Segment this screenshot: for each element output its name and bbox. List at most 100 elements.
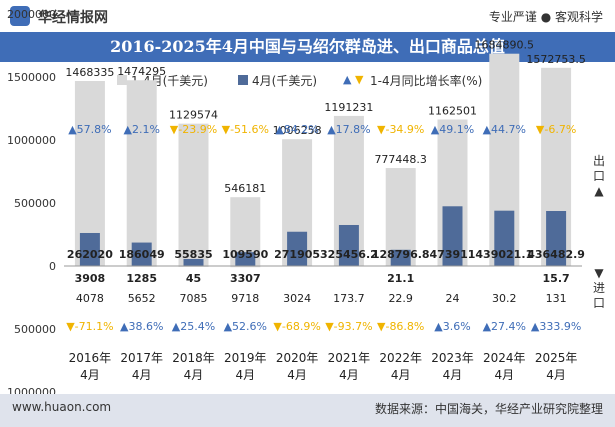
data-label-ytd-import: 30.2	[492, 292, 517, 305]
growth-label-import: ▲27.4%	[483, 320, 526, 333]
data-label-month-export: 473911	[430, 248, 476, 261]
growth-label-export: ▼-23.9%	[170, 123, 217, 136]
legend-label-month: 4月(千美元)	[252, 74, 317, 88]
bar-month-export	[494, 210, 515, 266]
data-label-month-export: 128796.8	[372, 248, 430, 261]
data-label-month-import: 45	[186, 272, 201, 285]
bar-ytd-export	[178, 123, 209, 266]
x-tick-label-year: 2020年	[276, 351, 319, 365]
data-label-ytd-import: 4078	[76, 292, 104, 305]
footer-bar	[0, 394, 615, 427]
x-tick-label-year: 2018年	[172, 351, 215, 365]
y-tick-label: 1000000	[7, 134, 56, 147]
data-label-ytd-import: 131	[546, 292, 567, 305]
bar-month-export	[287, 231, 308, 266]
data-label-month-import: 3908	[75, 272, 106, 285]
x-tick-label-month: 4月	[546, 368, 566, 382]
bar-ytd-export	[385, 168, 416, 266]
bar-ytd-export	[126, 80, 157, 266]
x-tick-label-year: 2016年	[69, 351, 112, 365]
footer-website: www.huaon.com	[12, 400, 112, 414]
bar-ytd-import	[230, 266, 261, 268]
legend-swatch-ytd	[117, 75, 127, 85]
growth-label-export: ▲49.1%	[431, 123, 474, 136]
data-label-month-import: 21.1	[387, 272, 414, 285]
data-label-ytd-export: 1572753.5	[526, 53, 586, 66]
x-tick-label-year: 2025年	[535, 351, 578, 365]
growth-label-import: ▲38.6%	[120, 320, 163, 333]
growth-label-export: ▲17.8%	[327, 123, 370, 136]
data-label-month-export: 439021.1	[475, 248, 533, 261]
logo-icon	[10, 6, 30, 26]
legend-label-growth: 1-4月同比增长率(%)	[370, 74, 483, 88]
data-label-month-import: 3307	[230, 272, 261, 285]
import-side-text: 进口	[592, 281, 605, 310]
y-tick-label: 0	[49, 260, 56, 273]
data-label-month-export: 55835	[174, 248, 212, 261]
bar-month-export	[390, 249, 411, 266]
chart-title: 2016-2025年4月中国与马绍尔群岛进、出口商品总值	[110, 37, 505, 56]
growth-label-import: ▲3.6%	[434, 320, 470, 333]
bar-month-export	[235, 252, 256, 266]
legend-up-triangle-icon: ▲	[343, 73, 352, 86]
x-tick-label-month: 4月	[339, 368, 359, 382]
data-label-month-export: 262020	[67, 248, 113, 261]
growth-label-export: ▼-6.7%	[536, 123, 576, 136]
legend: 1-4月(千美元) 4月(千美元) ▲ ▼ 1-4月同比增长率(%)	[0, 70, 615, 90]
growth-label-export: ▲44.7%	[483, 123, 526, 136]
footer-source: 数据来源：中国海关，华经产业研究院整理	[374, 402, 603, 416]
legend-swatch-month	[238, 75, 248, 85]
bar-month-export	[546, 211, 567, 266]
data-label-ytd-import: 7085	[180, 292, 208, 305]
data-label-ytd-import: 3024	[283, 292, 311, 305]
x-tick-label-year: 2021年	[328, 351, 371, 365]
export-side-label: 出口 ▲	[592, 154, 606, 199]
bar-month-export	[79, 232, 100, 266]
legend-down-triangle-icon: ▼	[355, 73, 364, 86]
x-tick-label-month: 4月	[443, 368, 463, 382]
data-label-month-export: 436482.9	[527, 248, 585, 261]
x-tick-label-month: 4月	[391, 368, 411, 382]
data-label-month-import: 15.7	[543, 272, 570, 285]
data-label-ytd-import: 22.9	[388, 292, 413, 305]
growth-label-export: ▲57.8%	[68, 123, 111, 136]
x-tick-label-month: 4月	[235, 368, 255, 382]
top-bar: 华经情报网 专业严谨 ● 客观科学	[0, 0, 615, 32]
growth-label-export: ▲2.1%	[123, 123, 159, 136]
data-label-ytd-export: 1162501	[428, 105, 477, 118]
growth-label-import: ▲52.6%	[224, 320, 267, 333]
x-tick-label-year: 2023年	[431, 351, 474, 365]
logo-text: 华经情报网	[38, 10, 108, 26]
data-label-ytd-export: 1191231	[324, 101, 373, 114]
y-tick-label: 500000	[14, 323, 56, 336]
growth-label-import: ▼-93.7%	[325, 320, 372, 333]
data-label-month-export: 325456.2	[320, 248, 378, 261]
bar-month-export	[131, 242, 152, 266]
growth-label-export: ▼-34.9%	[377, 123, 424, 136]
export-arrow-icon: ▲	[594, 184, 604, 198]
import-side-label: ▼ 进口	[592, 266, 606, 311]
import-arrow-icon: ▼	[594, 266, 604, 280]
growth-label-export: ▲84.2%	[275, 123, 318, 136]
growth-label-import: ▼-71.1%	[66, 320, 113, 333]
growth-label-import: ▼-86.8%	[377, 320, 424, 333]
data-label-month-import: 1285	[126, 272, 157, 285]
data-label-ytd-import: 24	[446, 292, 460, 305]
y-tick-label: 1500000	[7, 71, 56, 84]
data-label-month-export: 271905	[274, 248, 320, 261]
x-tick-label-year: 2019年	[224, 351, 267, 365]
x-tick-label-month: 4月	[287, 368, 307, 382]
x-tick-label-year: 2022年	[379, 351, 422, 365]
data-label-ytd-import: 5652	[128, 292, 156, 305]
growth-label-export: ▼-51.6%	[222, 123, 269, 136]
slogan: 专业严谨 ● 客观科学	[488, 10, 603, 24]
growth-label-import: ▼-68.9%	[273, 320, 320, 333]
x-tick-label-year: 2017年	[120, 351, 163, 365]
data-label-ytd-import: 9718	[231, 292, 259, 305]
data-label-ytd-export: 1006258	[273, 124, 322, 137]
data-label-ytd-export: 546181	[224, 182, 266, 195]
growth-label-import: ▲333.9%	[531, 320, 581, 333]
export-side-text: 出口	[592, 154, 605, 183]
bar-month-export	[183, 258, 204, 266]
y-tick-label: 500000	[14, 197, 56, 210]
